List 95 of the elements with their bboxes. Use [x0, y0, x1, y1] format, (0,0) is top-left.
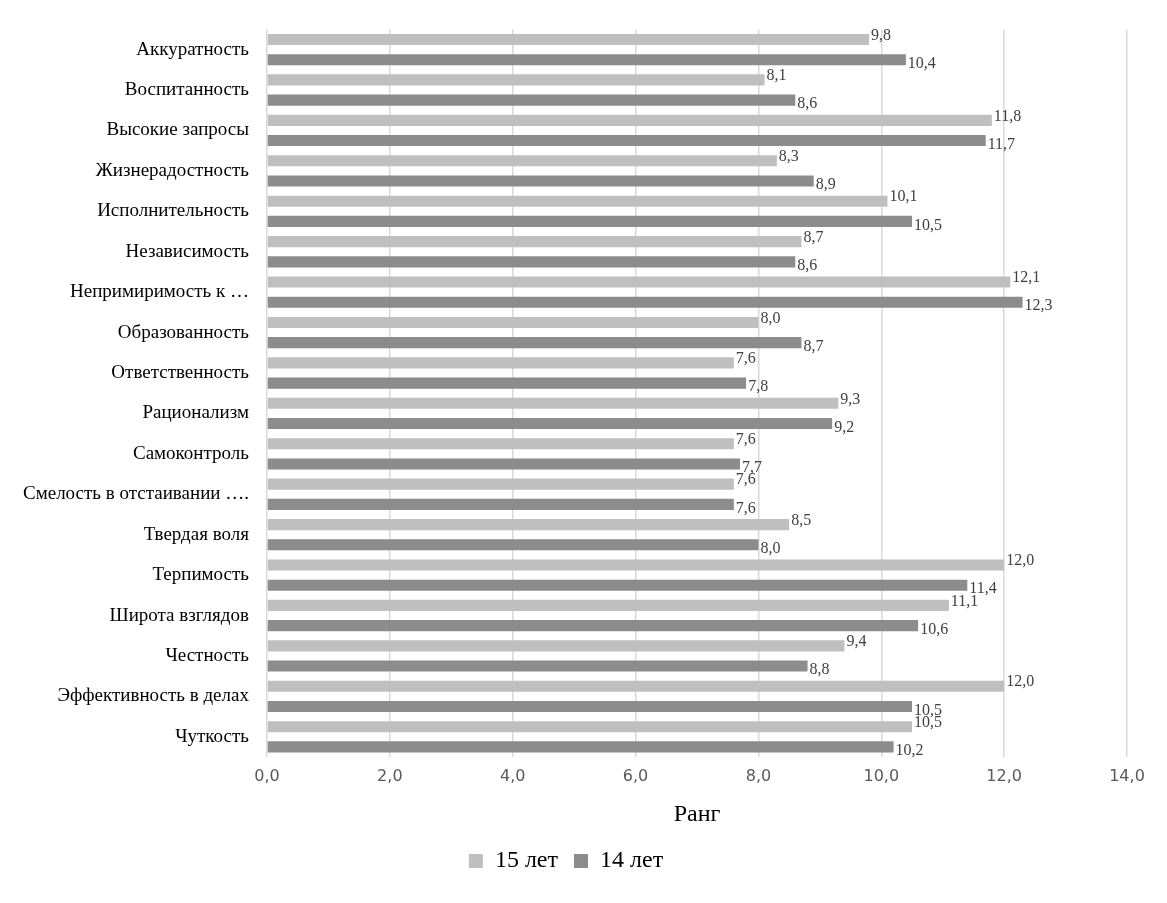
- bar: [267, 519, 790, 531]
- bar: [267, 721, 912, 733]
- x-tick-label: 4,0: [499, 765, 526, 785]
- data-label: 12,1: [1012, 268, 1041, 286]
- bar: [267, 337, 802, 349]
- data-label: 10,2: [895, 741, 924, 759]
- data-label: 8,3: [778, 146, 799, 164]
- y-tick-label: Высокие запросы: [106, 118, 250, 140]
- bar: [267, 155, 777, 167]
- bar: [267, 236, 802, 248]
- y-tick-label: Воспитанность: [124, 78, 250, 100]
- y-tick-label: Чуткость: [175, 724, 250, 746]
- y-tick-label: Рационализм: [142, 401, 249, 423]
- bar: [267, 478, 734, 490]
- data-label: 8,7: [803, 336, 824, 354]
- data-label: 8,0: [760, 538, 781, 556]
- bar: [267, 700, 912, 713]
- y-tick-label: Образованность: [117, 320, 250, 342]
- bar: [267, 357, 734, 369]
- y-tick-label: Непримиримость к …: [69, 280, 249, 302]
- x-tick-label: 0,0: [254, 765, 280, 785]
- data-label: 10,4: [907, 53, 936, 71]
- bar: [267, 417, 833, 430]
- data-label: 10,5: [913, 215, 942, 233]
- x-tick-label: 14,0: [1109, 765, 1145, 785]
- bar: [267, 54, 906, 66]
- y-tick-label: Самоконтроль: [132, 441, 250, 463]
- bar: [267, 640, 845, 652]
- bar: [267, 114, 992, 126]
- bar: [267, 377, 747, 389]
- y-tick-label: Твердая воля: [143, 522, 250, 544]
- data-label: 7,6: [735, 429, 756, 447]
- data-label: 9,3: [840, 389, 861, 407]
- bar: [267, 539, 759, 551]
- data-label: 9,2: [834, 417, 855, 435]
- bar: [267, 195, 888, 207]
- bar: [267, 397, 839, 409]
- bar: [267, 215, 912, 227]
- x-tick-label: 2,0: [377, 765, 403, 785]
- bar: [267, 680, 1005, 692]
- bar: [267, 579, 968, 591]
- x-tick-label: 8,0: [745, 765, 772, 785]
- bar: [267, 316, 759, 329]
- data-label: 7,8: [748, 377, 769, 395]
- data-label: 7,6: [735, 498, 756, 516]
- bar: [267, 94, 796, 106]
- bar: [267, 741, 894, 753]
- y-tick-label: Жизнерадостность: [95, 158, 250, 180]
- data-label: 10,1: [889, 187, 918, 205]
- data-label: 12,0: [1006, 672, 1035, 690]
- data-label: 9,4: [846, 632, 867, 650]
- bar: [267, 559, 1005, 571]
- bar: [267, 438, 734, 450]
- legend-label: 15 лет: [494, 846, 559, 873]
- data-label: 8,1: [766, 66, 787, 84]
- data-label: 12,3: [1024, 296, 1053, 314]
- y-tick-label: Исполнительность: [97, 199, 250, 221]
- bar: [267, 135, 986, 147]
- data-label: 8,7: [803, 227, 824, 245]
- x-axis-title: Ранг: [673, 799, 721, 826]
- data-label: 8,9: [815, 175, 836, 193]
- bar: [267, 599, 949, 611]
- bar: [267, 33, 869, 46]
- x-tick-label: 12,0: [986, 765, 1022, 785]
- y-tick-label: Аккуратность: [136, 37, 250, 59]
- bar: [267, 498, 734, 510]
- y-tick-label: Терпимость: [152, 563, 250, 585]
- y-tick-label: Смелость в отстаивании ….: [23, 482, 249, 504]
- y-tick-label: Честность: [165, 643, 250, 665]
- x-tick-label: 6,0: [622, 765, 649, 785]
- data-label: 7,6: [735, 349, 756, 367]
- y-tick-label: Независимость: [125, 239, 250, 261]
- bar: [267, 175, 814, 187]
- bar: [267, 296, 1023, 308]
- data-label: 9,8: [870, 25, 891, 43]
- data-label: 8,8: [809, 660, 830, 678]
- bar: [267, 620, 919, 632]
- data-label: 10,6: [920, 619, 949, 637]
- data-label: 8,5: [791, 510, 812, 528]
- y-tick-label: Ответственность: [111, 360, 250, 382]
- bar: [267, 276, 1011, 288]
- bar: [267, 458, 740, 470]
- data-label: 8,6: [797, 256, 818, 274]
- data-label: 11,8: [993, 106, 1022, 124]
- bar: [267, 74, 765, 86]
- bar: [267, 660, 808, 672]
- y-tick-label: Эффективность в делах: [57, 684, 250, 706]
- data-label: 12,0: [1006, 551, 1035, 569]
- bar: [267, 256, 796, 268]
- legend-label: 14 лет: [600, 846, 664, 873]
- data-label: 11,7: [987, 134, 1016, 152]
- data-label: 8,0: [760, 308, 781, 326]
- data-label: 8,6: [797, 94, 818, 112]
- x-tick-label: 10,0: [863, 765, 900, 785]
- y-tick-label: Широта взглядов: [109, 603, 249, 625]
